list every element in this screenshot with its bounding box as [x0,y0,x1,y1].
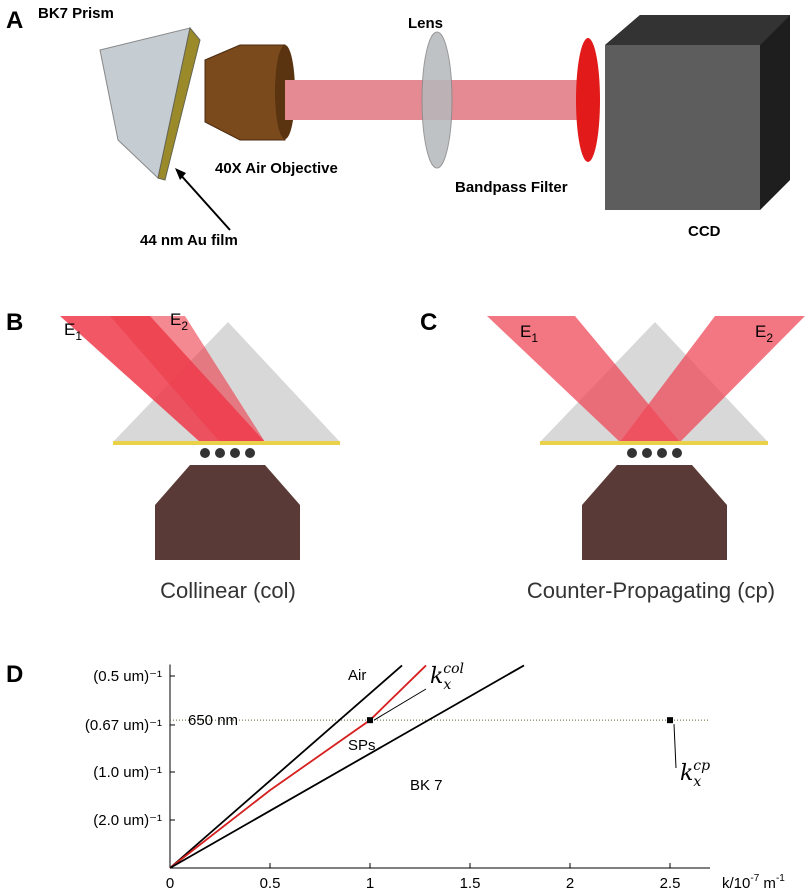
label: 1 [75,329,82,343]
y-tick-label: (2.0 um)⁻¹ [93,812,162,829]
panel-label: B [6,309,23,336]
label: -1 [776,873,785,884]
x-tick-label: 0 [166,875,174,892]
label: Lens [408,15,443,32]
label: 2 [181,319,188,333]
ccd-side [760,15,790,210]
label: 2 [766,331,773,345]
label: m [759,875,776,892]
point [667,717,673,723]
x-tick-label: 1.5 [460,875,481,892]
y-tick-label: (0.5 um)⁻¹ [93,668,162,685]
figure: A BK7 Prism 40X Air Objective 44 nm Au f… [0,0,810,893]
x-tick-label: 2 [566,875,574,892]
series-label: Air [348,667,366,684]
x-tick-label: 0.5 [260,875,281,892]
reference-label: 650 nm [188,712,238,729]
label: x [443,677,451,693]
y-tick-label: (1.0 um)⁻¹ [93,764,162,781]
label: k [430,664,443,689]
arrow [674,724,676,768]
label: 1 [531,331,538,345]
series-line [170,665,426,868]
label: 40X Air Objective [215,160,338,177]
au-film [113,441,340,445]
label: x [693,774,701,790]
panel-label: A [6,7,23,34]
au-film [540,441,768,445]
lens [422,32,452,168]
label: E [520,322,531,341]
series-line [170,665,524,868]
panel-label: C [420,309,437,336]
series-line [170,665,402,868]
ccd-top [605,15,790,45]
panel-label: D [6,661,23,688]
label: E [64,320,75,339]
y-tick-label: (0.67 um)⁻¹ [85,717,162,734]
caption: Collinear (col) [160,578,296,603]
objective [205,45,285,140]
x-tick-label: 2.5 [660,875,681,892]
label: CCD [688,223,721,240]
label: col [443,661,464,677]
label: 44 nm Au film [140,232,238,249]
label: Bandpass Filter [455,179,568,196]
point [367,717,373,723]
arrow [178,172,230,230]
label: cp [693,758,710,774]
arrow [374,689,426,720]
label: BK7 Prism [38,5,114,22]
annotation: kxcol [430,661,464,693]
x-axis-label: k/10-7 m-1 [722,873,785,892]
series-label: SPs [348,737,376,754]
label: E [170,310,181,329]
series-label: BK 7 [410,777,443,794]
caption: Counter-Propagating (cp) [527,578,775,603]
label: k [680,761,693,786]
annotation: kxcp [680,758,710,790]
x-tick-label: 1 [366,875,374,892]
label: E [755,322,766,341]
objective [582,465,727,560]
filter [576,38,600,162]
objective [155,465,300,560]
label: k/10 [722,875,750,892]
